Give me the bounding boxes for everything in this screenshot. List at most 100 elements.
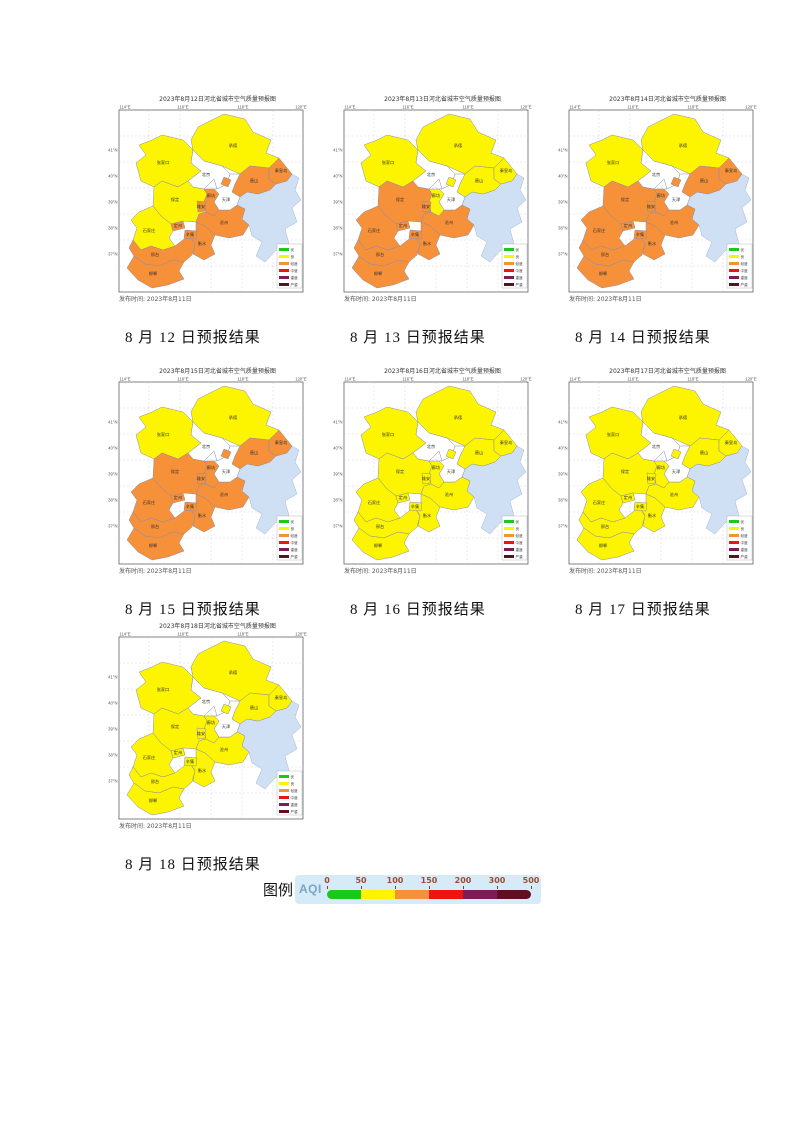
- inmap-legend-swatch: [279, 248, 289, 251]
- region-label-tianjin: 天津: [222, 723, 230, 730]
- inmap-legend-label: 重度: [291, 802, 299, 807]
- y-tick-label: 37°N: [333, 524, 342, 529]
- region-label-dingzhou: 定州: [624, 222, 632, 229]
- region-label-qinhuangdao: 秦皇岛: [725, 439, 738, 446]
- x-tick-label: 114°E: [119, 105, 130, 110]
- y-tick-label: 39°N: [558, 200, 567, 205]
- region-label-dingzhou: 定州: [174, 494, 182, 501]
- inmap-legend-label: 严重: [516, 554, 524, 559]
- region-label-tangshan: 唐山: [475, 449, 483, 456]
- region-xinji: [183, 756, 198, 767]
- aqi-label: AQI: [299, 882, 322, 896]
- x-tick-label: 118°E: [237, 377, 248, 382]
- region-label-baoding: 保定: [396, 196, 404, 203]
- inmap-legend-label: 轻度: [741, 533, 749, 538]
- aqi-tick-label: 100: [386, 875, 404, 885]
- x-tick-label: 114°E: [344, 377, 355, 382]
- inmap-legend-label: 轻度: [516, 261, 524, 266]
- region-label-dingzhou: 定州: [624, 494, 632, 501]
- inmap-legend-swatch: [729, 255, 739, 258]
- region-xinji: [183, 229, 198, 240]
- y-tick-label: 37°N: [108, 252, 117, 257]
- forecast-map-tile: 2023年8月12日河北省城市空气质量预报图 114°E 116°E 118°E 120…: [105, 95, 330, 347]
- inmap-legend-label: 轻度: [741, 261, 749, 266]
- inmap-legend-label: 重度: [291, 547, 299, 552]
- region-label-chengde: 承德: [454, 414, 463, 421]
- region-label-handan: 邯郸: [374, 270, 382, 277]
- x-tick-label: 114°E: [569, 105, 580, 110]
- inmap-legend-label: 轻度: [291, 533, 299, 538]
- map-title: 2023年8月12日河北省城市空气质量预报图: [159, 96, 276, 103]
- y-tick-label: 37°N: [108, 524, 117, 529]
- y-tick-label: 41°N: [558, 148, 567, 153]
- inmap-legend-label: 严重: [291, 554, 299, 559]
- region-label-shijiazhuang: 石家庄: [143, 754, 156, 761]
- inmap-legend-label: 重度: [291, 275, 299, 280]
- map-issue-date: 发布时间: 2023年8月11日: [119, 568, 192, 575]
- inmap-legend-swatch: [504, 520, 514, 523]
- x-tick-label: 120°E: [745, 105, 757, 110]
- x-tick-label: 120°E: [295, 105, 307, 110]
- aqi-legend: 图例 AQI 0 50 100 150 200 300 500: [263, 874, 542, 904]
- region-label-beijing: 北京: [652, 171, 660, 178]
- y-tick-label: 40°N: [558, 174, 567, 179]
- region-label-xiongan: 雄安: [422, 475, 430, 482]
- inmap-legend-swatch: [504, 248, 514, 251]
- region-label-tianjin: 天津: [447, 468, 455, 475]
- region-label-xiongan: 雄安: [197, 730, 205, 737]
- inmap-legend-swatch: [504, 283, 514, 286]
- aqi-tick-mark: [361, 885, 363, 889]
- inmap-legend-swatch: [729, 262, 739, 265]
- inmap-legend-label: 良: [741, 254, 745, 259]
- region-label-beijing: 北京: [202, 171, 210, 178]
- inmap-legend-label: 中度: [516, 540, 524, 545]
- region-label-zhangjiakou: 张家口: [157, 159, 170, 166]
- map-caption: 8 月 17 日预报结果: [575, 602, 711, 618]
- x-tick-label: 116°E: [402, 105, 413, 110]
- region-label-chengde: 承德: [229, 414, 238, 421]
- map-issue-date: 发布时间: 2023年8月11日: [119, 823, 192, 830]
- region-label-xinji: 辛集: [411, 503, 420, 510]
- inmap-legend-swatch: [729, 541, 739, 544]
- y-tick-label: 38°N: [108, 753, 117, 758]
- region-label-shijiazhuang: 石家庄: [143, 227, 156, 234]
- inmap-legend-box: [726, 515, 753, 561]
- x-tick-label: 114°E: [119, 377, 130, 382]
- inmap-legend-label: 重度: [516, 547, 524, 552]
- region-langfang: [428, 448, 457, 489]
- inmap-legend-swatch: [504, 527, 514, 530]
- y-tick-label: 39°N: [108, 472, 117, 477]
- inmap-legend-label: 重度: [516, 275, 524, 280]
- region-label-tianjin: 天津: [222, 196, 230, 203]
- region-label-cangzhou: 沧州: [670, 219, 678, 226]
- region-label-tangshan: 唐山: [475, 177, 483, 184]
- region-label-xingtai: 邢台: [376, 251, 384, 258]
- inmap-legend-label: 优: [741, 247, 745, 252]
- region-xiongan: [421, 472, 432, 485]
- region-label-xinji: 辛集: [186, 231, 195, 238]
- inmap-legend-label: 优: [291, 774, 295, 779]
- region-label-hengshui: 衡水: [648, 240, 657, 247]
- region-label-xingtai: 邢台: [151, 778, 159, 785]
- inmap-legend-swatch: [729, 534, 739, 537]
- region-label-tangshan: 唐山: [250, 704, 258, 711]
- inmap-legend-label: 良: [516, 526, 520, 531]
- region-label-langfang: 廊坊: [657, 192, 665, 199]
- region-label-xiongan: 雄安: [422, 203, 430, 210]
- inmap-legend-swatch: [729, 527, 739, 530]
- region-label-xingtai: 邢台: [601, 251, 609, 258]
- region-label-qinhuangdao: 秦皇岛: [275, 694, 288, 701]
- inmap-legend-label: 良: [291, 781, 295, 786]
- y-tick-label: 40°N: [108, 174, 117, 179]
- map-canvas: 114°E 116°E 118°E 120°E 41°N 40°N 39°N 38°N 37°N…: [108, 632, 307, 820]
- region-label-shijiazhuang: 石家庄: [368, 227, 381, 234]
- aqi-tick-label: 300: [488, 875, 506, 885]
- inmap-legend-swatch: [504, 269, 514, 272]
- forecast-map-tile: 2023年8月17日河北省城市空气质量预报图 114°E 116°E 118°E 120…: [555, 367, 780, 619]
- inmap-legend-swatch: [279, 527, 289, 530]
- inmap-legend-label: 重度: [741, 547, 749, 552]
- region-label-dingzhou: 定州: [399, 494, 407, 501]
- region-langfang: [428, 176, 457, 217]
- x-tick-label: 118°E: [462, 105, 473, 110]
